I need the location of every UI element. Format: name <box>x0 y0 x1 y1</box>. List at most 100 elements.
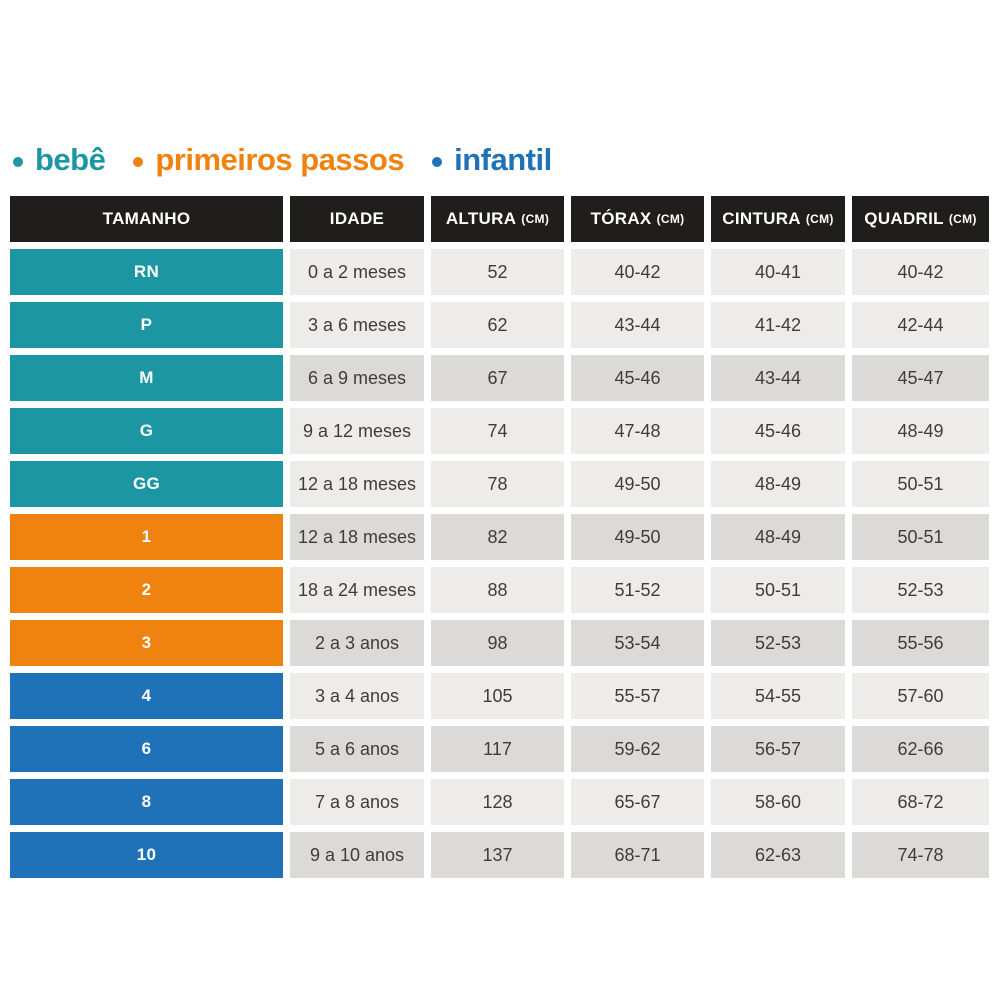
legend: bebê primeiros passos infantil <box>13 144 552 175</box>
column-header-unit: (CM) <box>805 212 834 226</box>
altura-cell: 78 <box>431 461 564 507</box>
cintura-cell: 52-53 <box>711 620 845 666</box>
quadril-cell: 68-72 <box>852 779 989 825</box>
size-cell: G <box>10 408 283 454</box>
torax-cell: 53-54 <box>571 620 704 666</box>
table-row: 10 9 a 10 anos 137 68-71 62-63 74-78 <box>10 832 989 878</box>
idade-cell: 6 a 9 meses <box>290 355 424 401</box>
column-header-quadril: QUADRIL (CM) <box>852 196 989 242</box>
cintura-cell: 45-46 <box>711 408 845 454</box>
torax-cell: 49-50 <box>571 514 704 560</box>
legend-label: infantil <box>454 142 552 177</box>
size-cell: P <box>10 302 283 348</box>
size-table: TAMANHO IDADE ALTURA (CM) TÓRAX (CM) CIN… <box>10 196 989 878</box>
torax-cell: 47-48 <box>571 408 704 454</box>
table-body: RN 0 a 2 meses 52 40-42 40-41 40-42 P 3 a 6 mes… <box>10 249 989 878</box>
column-header-label: TÓRAX <box>590 209 652 228</box>
torax-cell: 65-67 <box>571 779 704 825</box>
column-header-unit: (CM) <box>656 212 685 226</box>
torax-cell: 55-57 <box>571 673 704 719</box>
cintura-cell: 48-49 <box>711 461 845 507</box>
legend-item-primeiros-passos: primeiros passos <box>133 144 405 175</box>
idade-cell: 9 a 12 meses <box>290 408 424 454</box>
quadril-cell: 74-78 <box>852 832 989 878</box>
table-row: 2 18 a 24 meses 88 51-52 50-51 52-53 <box>10 567 989 613</box>
idade-cell: 12 a 18 meses <box>290 461 424 507</box>
quadril-cell: 62-66 <box>852 726 989 772</box>
quadril-cell: 55-56 <box>852 620 989 666</box>
altura-cell: 117 <box>431 726 564 772</box>
quadril-cell: 57-60 <box>852 673 989 719</box>
idade-cell: 3 a 6 meses <box>290 302 424 348</box>
quadril-cell: 42-44 <box>852 302 989 348</box>
torax-cell: 59-62 <box>571 726 704 772</box>
column-header-altura: ALTURA (CM) <box>431 196 564 242</box>
cintura-cell: 54-55 <box>711 673 845 719</box>
size-cell: 6 <box>10 726 283 772</box>
size-cell: 1 <box>10 514 283 560</box>
column-header-torax: TÓRAX (CM) <box>571 196 704 242</box>
column-header-unit: (CM) <box>948 212 977 226</box>
column-header-unit: (CM) <box>521 212 550 226</box>
quadril-cell: 40-42 <box>852 249 989 295</box>
cintura-cell: 43-44 <box>711 355 845 401</box>
idade-cell: 9 a 10 anos <box>290 832 424 878</box>
size-cell: 10 <box>10 832 283 878</box>
bullet-icon <box>133 157 144 167</box>
cintura-cell: 50-51 <box>711 567 845 613</box>
torax-cell: 68-71 <box>571 832 704 878</box>
torax-cell: 40-42 <box>571 249 704 295</box>
altura-cell: 105 <box>431 673 564 719</box>
altura-cell: 67 <box>431 355 564 401</box>
torax-cell: 49-50 <box>571 461 704 507</box>
torax-cell: 51-52 <box>571 567 704 613</box>
cintura-cell: 56-57 <box>711 726 845 772</box>
table-row: GG 12 a 18 meses 78 49-50 48-49 50-51 <box>10 461 989 507</box>
cintura-cell: 40-41 <box>711 249 845 295</box>
torax-cell: 43-44 <box>571 302 704 348</box>
quadril-cell: 50-51 <box>852 514 989 560</box>
column-header-tamanho: TAMANHO <box>10 196 283 242</box>
altura-cell: 88 <box>431 567 564 613</box>
quadril-cell: 50-51 <box>852 461 989 507</box>
legend-item-bebe: bebê <box>13 142 106 177</box>
idade-cell: 12 a 18 meses <box>290 514 424 560</box>
size-cell: M <box>10 355 283 401</box>
table-row: RN 0 a 2 meses 52 40-42 40-41 40-42 <box>10 249 989 295</box>
column-header-idade: IDADE <box>290 196 424 242</box>
altura-cell: 137 <box>431 832 564 878</box>
cintura-cell: 58-60 <box>711 779 845 825</box>
altura-cell: 82 <box>431 514 564 560</box>
idade-cell: 0 a 2 meses <box>290 249 424 295</box>
altura-cell: 52 <box>431 249 564 295</box>
bullet-icon <box>13 157 23 167</box>
cintura-cell: 41-42 <box>711 302 845 348</box>
torax-cell: 45-46 <box>571 355 704 401</box>
size-cell: GG <box>10 461 283 507</box>
column-header-label: CINTURA <box>722 209 801 228</box>
idade-cell: 3 a 4 anos <box>290 673 424 719</box>
altura-cell: 62 <box>431 302 564 348</box>
table-row: 1 12 a 18 meses 82 49-50 48-49 50-51 <box>10 514 989 560</box>
column-header-label: QUADRIL <box>864 209 944 228</box>
altura-cell: 98 <box>431 620 564 666</box>
column-header-label: ALTURA <box>445 209 517 228</box>
cintura-cell: 62-63 <box>711 832 845 878</box>
legend-label: bebê <box>35 142 106 177</box>
size-cell: 4 <box>10 673 283 719</box>
idade-cell: 5 a 6 anos <box>290 726 424 772</box>
legend-item-infantil: infantil <box>432 144 552 175</box>
column-header-label: TAMANHO <box>102 209 191 228</box>
bullet-icon <box>432 157 443 167</box>
idade-cell: 2 a 3 anos <box>290 620 424 666</box>
size-cell: RN <box>10 249 283 295</box>
quadril-cell: 45-47 <box>852 355 989 401</box>
altura-cell: 74 <box>431 408 564 454</box>
